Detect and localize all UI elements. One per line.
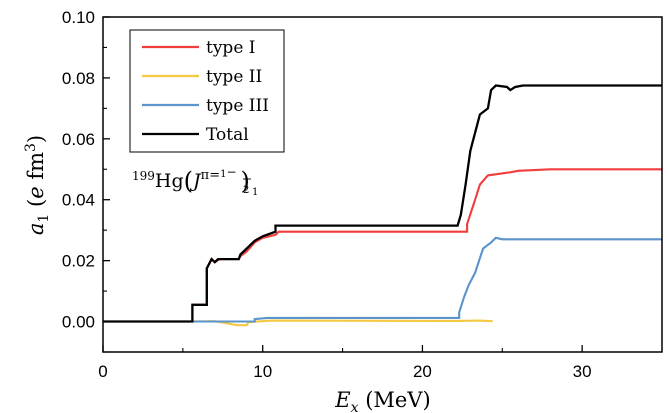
ticks-layer: 0 10 20 30 0.00 0.02 0.04 0.06 0.08 0.10: [62, 8, 592, 381]
x-axis-unit: (MeV): [359, 388, 431, 412]
legend-label-type-ii: type II: [206, 67, 262, 87]
series-line-type-iii: [103, 236, 662, 323]
x-tick-label: 0: [98, 362, 107, 381]
annotation-label: 199Hg(Jπ=1−) 2 1: [132, 165, 258, 198]
plot-frame: [102, 16, 663, 353]
y-axis-sub-1: 1: [36, 214, 52, 223]
x-tick-label: 10: [253, 362, 272, 381]
x-axis-sub-x: x: [351, 400, 359, 413]
annot-two: 2: [243, 185, 249, 196]
y-tick-label: 0.10: [62, 8, 95, 27]
y-tick-label: 0.00: [62, 313, 95, 332]
y-axis-sup-3: 3: [23, 143, 39, 152]
legend-box: [129, 29, 285, 153]
annot-one: 1: [220, 169, 226, 180]
legend-entries: type I type II type III Total: [142, 38, 269, 145]
legend: type I type II type III Total: [129, 29, 285, 153]
annot-minus: −: [226, 165, 236, 179]
y-tick-label: 0.06: [62, 130, 95, 149]
y-axis-e: e: [24, 186, 48, 198]
annot-j: J: [189, 170, 202, 192]
y-axis-close: ): [24, 135, 48, 143]
svg-text:Ex (MeV): Ex (MeV): [334, 388, 430, 413]
y-axis-a: a: [24, 223, 48, 236]
y-axis-title: a1 (e fm3): [23, 135, 52, 235]
annot-element: Hg: [155, 170, 184, 192]
series-line-total: [103, 84, 662, 323]
annot-mass: 199: [132, 169, 155, 183]
y-axis-open: (: [24, 199, 48, 214]
annot-close-paren: ): [241, 167, 250, 195]
x-axis-title: Ex (MeV): [334, 388, 430, 413]
legend-label-total: Total: [206, 125, 249, 145]
x-tick-label: 30: [573, 362, 592, 381]
annot-open-paren: (: [184, 167, 193, 195]
svg-text:199Hg(Jπ=1−): 199Hg(Jπ=1−): [132, 165, 250, 195]
y-tick-label: 0.04: [62, 191, 95, 210]
y-tick-label: 0.02: [62, 252, 95, 271]
legend-label-type-iii: type III: [206, 96, 269, 116]
x-tick-label: 20: [413, 362, 432, 381]
annot-pi: π: [201, 168, 210, 183]
annot-equals: =: [209, 168, 220, 183]
legend-label-type-i: type I: [206, 38, 256, 58]
x-axis-e: E: [334, 388, 350, 412]
series-layer: [103, 84, 662, 327]
annot-sub-one: 1: [252, 187, 258, 198]
y-axis-fm: fm: [24, 152, 48, 186]
y-tick-label: 0.08: [62, 69, 95, 88]
svg-text:a1 (e fm3): a1 (e fm3): [23, 135, 52, 235]
